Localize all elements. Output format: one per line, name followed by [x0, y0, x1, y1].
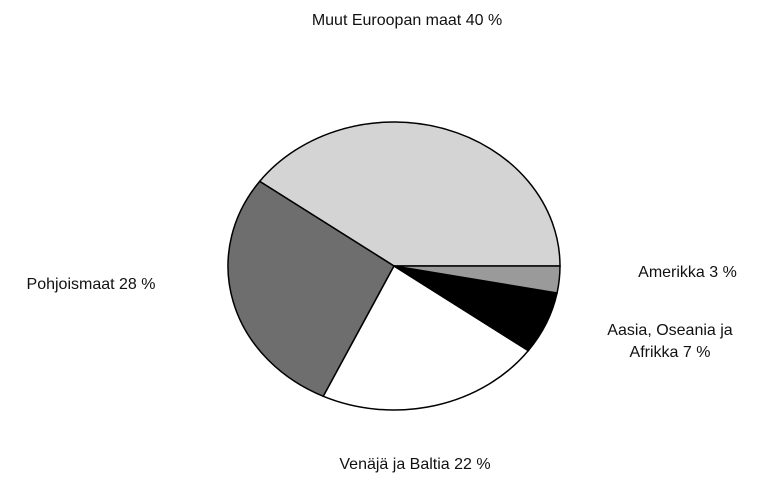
value-label: 28 %: [119, 276, 156, 293]
slice-label: Amerikka 3 %: [600, 262, 757, 284]
value-label: 40 %: [465, 12, 503, 29]
slice-label: Pohjoismaat 28 %: [0, 274, 182, 296]
slice-label: Aasia, Oseania ja Afrikka 7 %: [590, 320, 750, 364]
category-label: Venäjä ja Baltia: [339, 456, 450, 473]
category-label: Aasia, Oseania ja Afrikka: [607, 322, 733, 361]
pie-slice: [227, 180, 395, 398]
category-label: Pohjoismaat: [26, 276, 115, 293]
pie-slice: [322, 264, 530, 411]
value-label: 3 %: [709, 264, 737, 281]
slice-label: Venäjä ja Baltia 22 %: [330, 454, 500, 476]
pie-slice: [258, 121, 561, 267]
category-label: Amerikka: [638, 264, 705, 281]
category-label: Muut Euroopan maat: [311, 12, 462, 29]
value-label: 22 %: [454, 456, 491, 473]
pie-slice: [393, 265, 561, 294]
value-label: 7 %: [682, 344, 711, 361]
slice-label: Muut Euroopan maat 40 %: [247, 10, 567, 32]
